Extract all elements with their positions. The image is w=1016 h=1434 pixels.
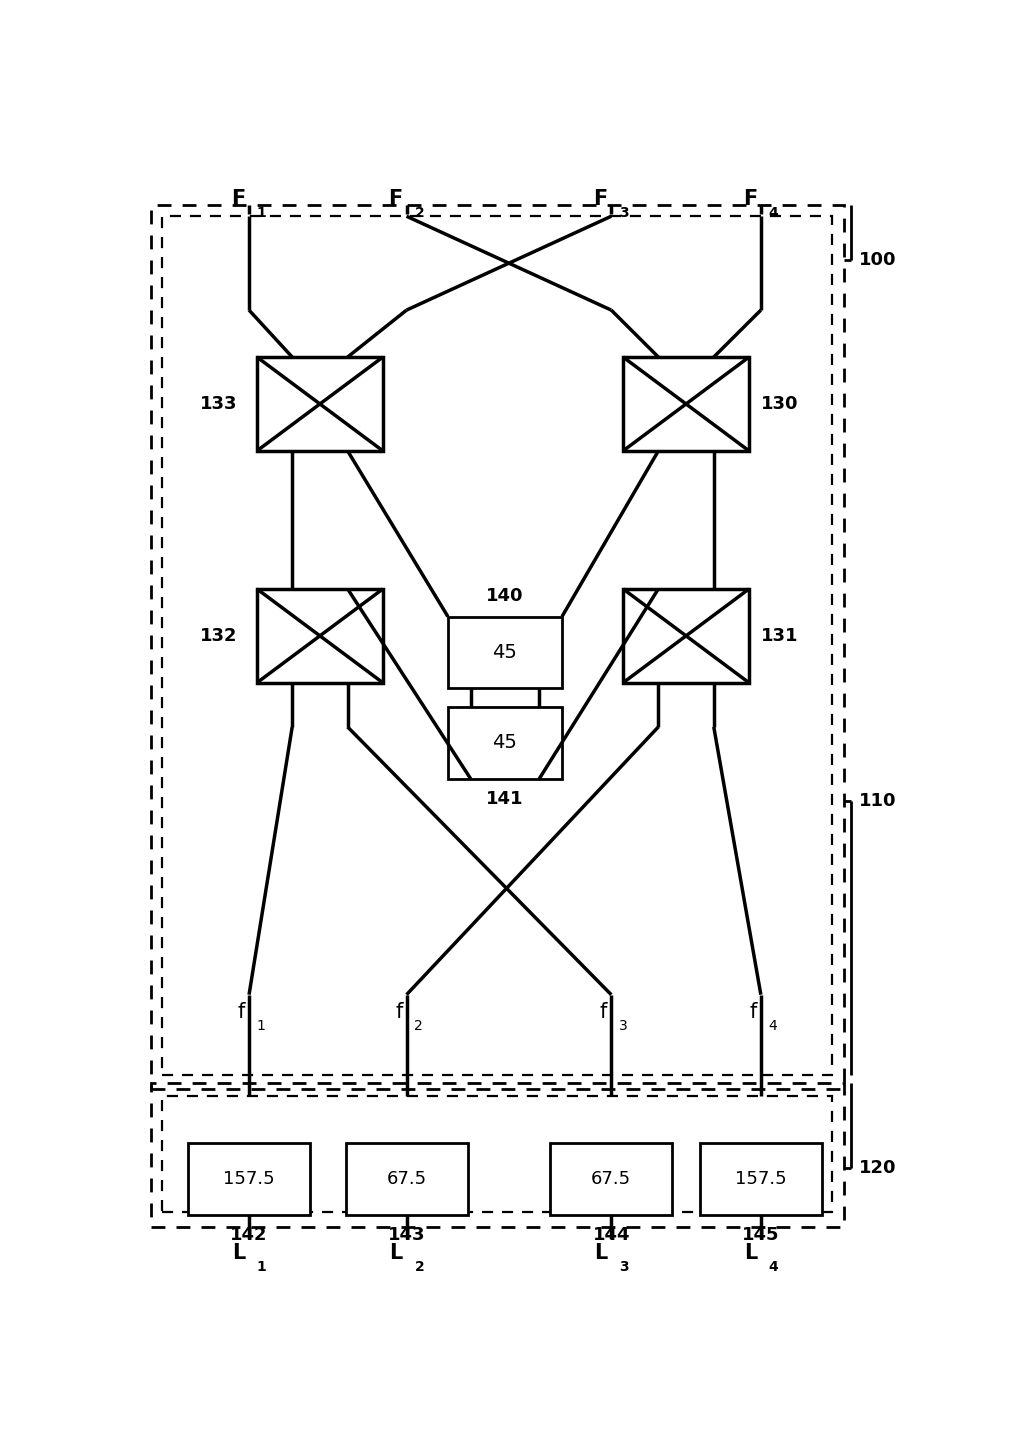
Text: 4: 4 <box>769 205 778 219</box>
Bar <box>257 357 383 450</box>
Bar <box>150 1083 843 1226</box>
Text: f: f <box>395 1002 402 1022</box>
Text: 144: 144 <box>592 1226 630 1245</box>
Text: 1: 1 <box>257 1260 266 1273</box>
Text: F: F <box>231 188 245 208</box>
Bar <box>150 205 843 1088</box>
Bar <box>345 1143 467 1215</box>
Text: 131: 131 <box>761 627 799 645</box>
Text: f: f <box>750 1002 757 1022</box>
Text: 2: 2 <box>415 1020 423 1034</box>
Text: 132: 132 <box>200 627 237 645</box>
Text: 67.5: 67.5 <box>591 1170 631 1189</box>
Bar <box>623 357 749 450</box>
Text: 2: 2 <box>415 205 424 219</box>
Text: F: F <box>743 188 757 208</box>
Text: 133: 133 <box>200 394 237 413</box>
Text: 67.5: 67.5 <box>386 1170 427 1189</box>
Bar <box>551 1143 673 1215</box>
Text: L: L <box>232 1243 245 1263</box>
Bar <box>163 217 832 1076</box>
Text: 145: 145 <box>742 1226 779 1245</box>
Bar <box>448 707 562 779</box>
Text: F: F <box>388 188 402 208</box>
Text: 3: 3 <box>619 205 629 219</box>
Text: 45: 45 <box>493 642 517 663</box>
Text: 157.5: 157.5 <box>224 1170 275 1189</box>
Bar <box>700 1143 822 1215</box>
Text: 120: 120 <box>860 1159 897 1177</box>
Text: 143: 143 <box>388 1226 426 1245</box>
Text: L: L <box>594 1243 608 1263</box>
Text: 157.5: 157.5 <box>735 1170 786 1189</box>
Text: 130: 130 <box>761 394 799 413</box>
Text: 141: 141 <box>487 790 523 807</box>
Text: 4: 4 <box>769 1020 777 1034</box>
Text: 2: 2 <box>415 1260 424 1273</box>
Text: 45: 45 <box>493 733 517 753</box>
Bar <box>448 617 562 688</box>
Text: 140: 140 <box>487 588 523 605</box>
Text: 110: 110 <box>860 793 897 810</box>
Text: 1: 1 <box>257 205 266 219</box>
Text: 1: 1 <box>257 1020 266 1034</box>
Bar <box>188 1143 310 1215</box>
Text: f: f <box>238 1002 245 1022</box>
Text: L: L <box>744 1243 757 1263</box>
Text: F: F <box>593 188 608 208</box>
Text: f: f <box>599 1002 608 1022</box>
Text: 142: 142 <box>231 1226 268 1245</box>
Text: 3: 3 <box>619 1020 628 1034</box>
Text: L: L <box>389 1243 402 1263</box>
Text: 4: 4 <box>769 1260 778 1273</box>
Text: 100: 100 <box>860 251 897 270</box>
Bar <box>623 589 749 683</box>
Text: 3: 3 <box>619 1260 629 1273</box>
Bar <box>163 1096 832 1212</box>
Bar <box>257 589 383 683</box>
